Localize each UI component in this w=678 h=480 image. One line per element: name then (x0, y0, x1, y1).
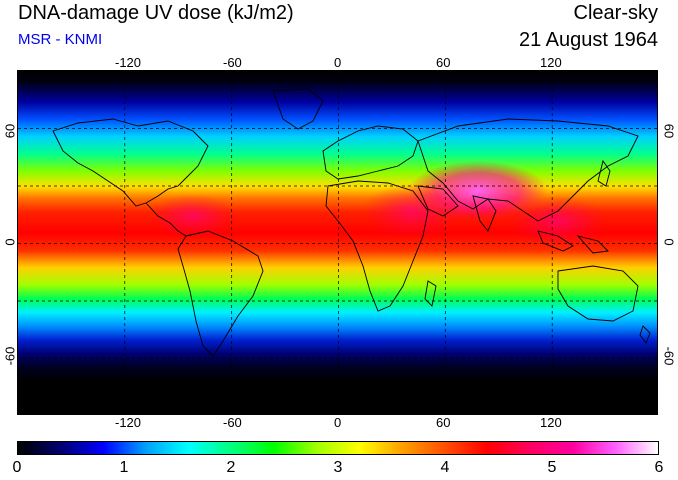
lon-tick-top: 60 (436, 55, 451, 70)
uv-high-americas (148, 194, 238, 238)
lat-tick-right: -60 (661, 346, 677, 366)
lat-tick-right: 60 (661, 123, 677, 139)
colorbar-label: 3 (333, 459, 343, 476)
colorbar-label: 4 (440, 459, 450, 476)
colorbar-label: 5 (547, 459, 557, 476)
lat-tick-right: 0 (661, 238, 677, 246)
lon-tick-top: 0 (334, 55, 342, 70)
lon-tick-bottom: 120 (540, 415, 562, 430)
colorbar-label: 1 (119, 459, 129, 476)
sky-condition: Clear-sky (573, 2, 658, 24)
uv-dose-map (17, 70, 658, 415)
map-date: 21 August 1964 (518, 29, 658, 51)
lon-tick-top: -120 (115, 55, 142, 70)
map-title: DNA-damage UV dose (kJ/m2) (18, 2, 294, 24)
lat-tick-left: -60 (2, 346, 18, 366)
colorbar-label: 2 (226, 459, 236, 476)
lat-tick-left: 60 (2, 123, 18, 139)
colorbar-label: 6 (654, 459, 664, 476)
lon-tick-top: 120 (540, 55, 562, 70)
source-label: MSR - KNMI (18, 31, 103, 48)
lon-tick-bottom: -60 (223, 415, 242, 430)
uv-high-pacific (508, 196, 608, 246)
lon-tick-bottom: 0 (334, 415, 342, 430)
colorbar (17, 441, 659, 455)
lat-tick-left: 0 (2, 238, 18, 246)
lon-tick-bottom: 60 (436, 415, 451, 430)
uv-high-africa (363, 183, 463, 239)
graticule (18, 71, 657, 414)
lon-tick-top: -60 (223, 55, 242, 70)
colorbar-label: 0 (12, 459, 22, 476)
coastlines (18, 88, 657, 402)
lon-tick-bottom: -120 (115, 415, 142, 430)
